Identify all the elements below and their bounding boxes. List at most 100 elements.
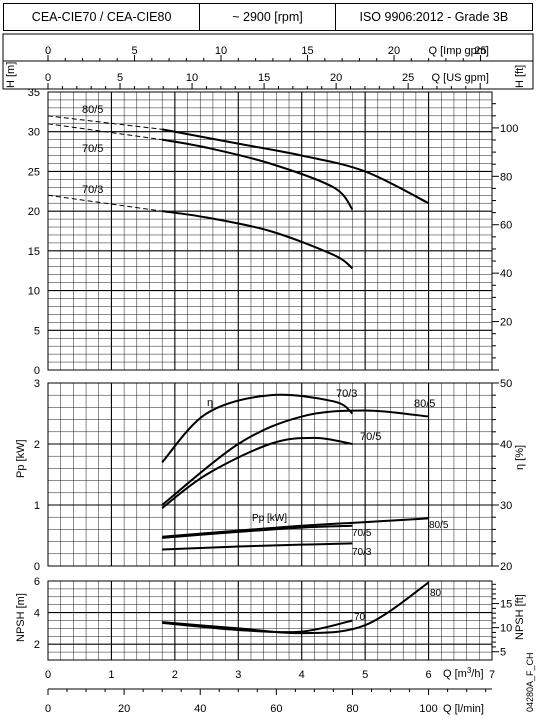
eta-tick-label: 20 (500, 561, 512, 573)
npsh-y-tick-label: 4 (34, 608, 40, 620)
pow-label-70-5: 70/5 (352, 528, 372, 539)
head-y-tick-label: 30 (28, 127, 40, 139)
npsh-curve-70 (162, 619, 353, 634)
eta-tick-label: 50 (500, 378, 512, 390)
eta-pct-label: η [%] (514, 445, 526, 470)
lmin-tick-label: 0 (45, 703, 51, 715)
npsh-ft-label: NPSH [ft] (514, 594, 526, 640)
head-panel (47, 91, 493, 371)
power-y-tick-label: 0 (34, 561, 40, 573)
head-y-tick-label: 0 (34, 365, 40, 377)
us-gpm-tick-label: 25 (402, 72, 414, 84)
head-ft-tick-label: 60 (500, 220, 512, 232)
imp-gpm-tick-label: 5 (131, 45, 137, 57)
npsh-y-tick-label: 2 (34, 639, 40, 651)
pp-label: Pp [kW] (15, 439, 27, 478)
npsh-ft-tick-label: 5 (500, 647, 506, 659)
h-m-label: H [m] (5, 62, 17, 88)
eta-annotation: η (207, 397, 213, 409)
speed-label: ~ 2900 [rpm] (200, 4, 336, 30)
x-top-us-label: Q [US gpm] (432, 72, 489, 84)
lmin-tick-label: 100 (419, 703, 437, 715)
m3h-tick-label: 1 (108, 669, 114, 681)
power-y-tick-label: 1 (34, 500, 40, 512)
power-curve-70-3 (162, 542, 353, 551)
h-ft-label: H [ft] (514, 65, 526, 88)
m3h-tick-label: 3 (235, 669, 241, 681)
lmin-tick-label: 40 (194, 703, 206, 715)
head-label-70-3: 70/3 (82, 184, 103, 196)
head-frame (47, 91, 493, 371)
head-y-tick-label: 5 (34, 325, 40, 337)
power-y-tick-label: 3 (34, 378, 40, 390)
chart-header: CEA-CIE70 / CEA-CIE80 ~ 2900 [rpm] ISO 9… (3, 3, 533, 31)
head-curve-80-5 (161, 128, 430, 205)
m3h-tick-label: 5 (362, 669, 368, 681)
m3h-tick-label: 4 (299, 669, 305, 681)
npsh-m-label: NPSH [m] (15, 593, 27, 642)
eta-curve-80-5 (161, 409, 429, 506)
head-y-tick-label: 10 (28, 286, 40, 298)
x-lmin-label: Q [l/min] (443, 703, 484, 715)
imp-gpm-tick-label: 25 (474, 45, 486, 57)
head-ft-tick-label: 100 (500, 123, 518, 135)
eff-label-70-3: 70/3 (336, 388, 357, 400)
pp-annotation: Pp [kW] (252, 513, 287, 524)
head-y-tick-label: 20 (28, 206, 40, 218)
head-curve-70-3 (162, 210, 354, 270)
head-y-tick-label: 35 (28, 87, 40, 99)
eta-tick-label: 40 (500, 439, 512, 451)
head-ft-tick-label: 20 (500, 317, 512, 329)
npsh-label-70: 70 (354, 612, 366, 623)
head-ft-tick-label: 80 (500, 171, 512, 183)
x-m3h-label: Q [m3/h] (443, 666, 484, 680)
power-curve-70-5 (162, 524, 353, 539)
npsh-ft-tick-label: 15 (500, 599, 512, 611)
power-curve-80-5 (162, 517, 429, 538)
lmin-tick-label: 80 (346, 703, 358, 715)
us-gpm-tick-label: 10 (186, 72, 198, 84)
head-y-tick-label: 15 (28, 246, 40, 258)
us-gpm-tick-label: 0 (45, 72, 51, 84)
us-gpm-tick-label: 20 (330, 72, 342, 84)
power-y-tick-label: 2 (34, 439, 40, 451)
head-ft-tick-label: 40 (500, 268, 512, 280)
lmin-tick-label: 20 (118, 703, 130, 715)
imp-gpm-tick-label: 15 (301, 45, 313, 57)
npsh-ft-tick-label: 10 (500, 623, 512, 635)
us-gpm-tick-label: 15 (258, 72, 270, 84)
model-label: CEA-CIE70 / CEA-CIE80 (4, 4, 201, 30)
standard-label: ISO 9906:2012 - Grade 3B (359, 10, 509, 24)
us-gpm-tick-label: 5 (117, 72, 123, 84)
eff-label-70-5: 70/5 (360, 431, 381, 443)
npsh-curve-80 (162, 581, 430, 635)
head-y-tick-label: 25 (28, 166, 40, 178)
imp-gpm-tick-label: 0 (45, 45, 51, 57)
head-curve-dashed-70-3 (47, 194, 163, 212)
power-frame (47, 382, 493, 567)
drawing-code: 04280A_F_CH (525, 652, 535, 712)
npsh-label-80: 80 (430, 588, 442, 599)
pow-label-70-3: 70/3 (352, 547, 372, 558)
head-label-70-5: 70/5 (82, 143, 103, 155)
power-panel (47, 382, 493, 567)
head-label-80-5: 80/5 (82, 104, 103, 116)
m3h-tick-label: 2 (172, 669, 178, 681)
head-curve-dashed-70-5 (47, 123, 163, 141)
m3h-tick-label: 7 (489, 669, 495, 681)
eff-label-80-5: 80/5 (414, 398, 435, 410)
head-curve-dashed-80-5 (47, 115, 163, 130)
eta-curve-70-5 (161, 436, 353, 509)
head-curve-70-5 (161, 138, 354, 211)
lmin-tick-label: 60 (270, 703, 282, 715)
m3h-tick-label: 6 (426, 669, 432, 681)
eta-tick-label: 30 (500, 500, 512, 512)
x-top-imp-label: Q [Imp gpm] (428, 45, 489, 57)
npsh-panel (47, 580, 493, 661)
imp-gpm-tick-label: 20 (388, 45, 400, 57)
eta-curve-70-3 (161, 393, 354, 463)
imp-gpm-tick-label: 10 (215, 45, 227, 57)
pow-label-80-5: 80/5 (429, 520, 449, 531)
m3h-tick-label: 0 (45, 669, 51, 681)
